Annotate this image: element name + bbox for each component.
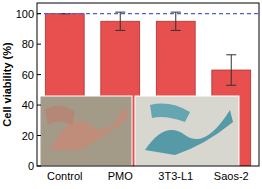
error-stem	[175, 12, 176, 30]
y-tick	[37, 13, 41, 14]
error-stem	[231, 55, 232, 85]
chart-svg: 0 20 40 60 80 100 Control PMO 3T3-L1 Saos-2 Cell v…	[0, 0, 262, 189]
error-stem	[120, 12, 121, 30]
error-bar	[171, 12, 181, 30]
inset-image	[40, 96, 132, 166]
error-cap	[226, 85, 236, 86]
inset-image	[135, 96, 239, 166]
plot-frame	[37, 3, 259, 166]
cell-shape	[150, 104, 190, 122]
reference-line	[37, 13, 259, 14]
error-bar	[226, 55, 236, 85]
inset-images	[40, 96, 239, 166]
y-tick	[37, 135, 41, 136]
y-tick-label: 80	[22, 38, 34, 50]
y-tick-label: 60	[22, 69, 34, 81]
y-axis-label: Cell viability (%)	[1, 42, 13, 127]
y-tick	[37, 74, 41, 75]
error-cap	[171, 30, 181, 31]
cell-shape	[45, 105, 75, 125]
y-tick-label: 40	[22, 99, 34, 111]
error-cap	[115, 12, 125, 13]
chart-root: 0 20 40 60 80 100 Control PMO 3T3-L1 Saos-2 Cell v…	[0, 0, 262, 189]
x-tick-label: Control	[47, 170, 82, 182]
x-tick-label: 3T3-L1	[158, 170, 193, 182]
error-bar	[115, 12, 125, 30]
bars	[45, 12, 250, 166]
y-tick	[37, 166, 41, 167]
x-tick-label: Saos-2	[214, 170, 249, 182]
y-tick	[37, 105, 41, 106]
error-cap	[171, 12, 181, 13]
x-tick-label: PMO	[108, 170, 134, 182]
y-tick-label: 0	[28, 160, 34, 172]
y-tick-label: 100	[16, 8, 34, 20]
y-tick-label: 20	[22, 130, 34, 142]
y-tick	[37, 44, 41, 45]
error-cap	[115, 30, 125, 31]
error-cap	[226, 54, 236, 55]
